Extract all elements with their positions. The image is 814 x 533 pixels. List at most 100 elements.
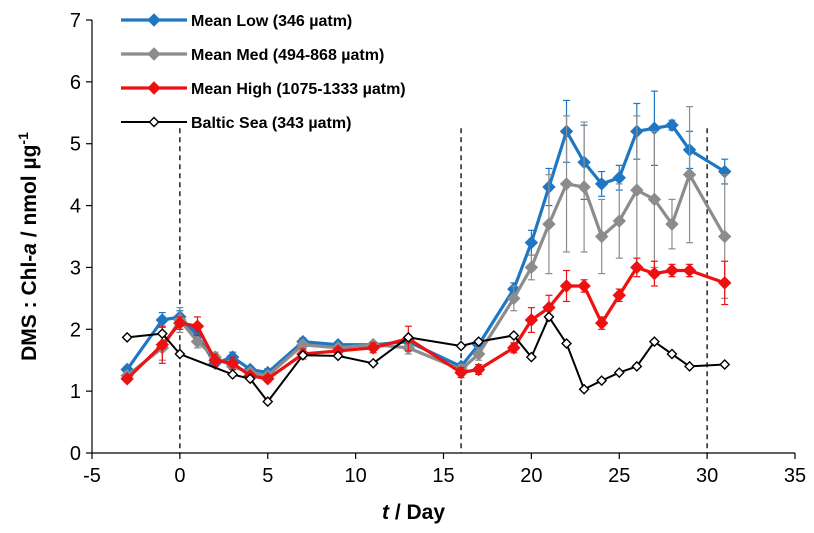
y-tick-label: 5	[70, 134, 81, 156]
series-2	[120, 257, 732, 386]
data-point	[524, 313, 539, 327]
y-axis-title: DMS : Chl-a / nmol µg-1	[15, 132, 41, 361]
data-point	[630, 183, 644, 197]
data-point	[507, 291, 521, 306]
data-point	[454, 365, 468, 380]
data-point	[577, 279, 591, 293]
data-point	[594, 316, 609, 330]
data-point	[190, 319, 205, 333]
x-axis-title: t / Day	[382, 501, 445, 524]
legend: Mean Low (346 µatm) Mean Med (494-868 µat…	[121, 13, 406, 132]
y-tick-label: 6	[70, 72, 81, 94]
x-tick-label: 10	[345, 465, 367, 487]
data-point	[367, 357, 379, 369]
data-point	[155, 338, 170, 352]
y-axis-unit: / nmol µg	[18, 145, 41, 243]
x-axis-var: t	[382, 501, 390, 524]
data-point	[244, 373, 256, 385]
x-tick-label: 30	[696, 465, 718, 487]
data-point	[647, 192, 662, 207]
data-point	[559, 279, 574, 293]
x-tick-label: 35	[784, 465, 806, 487]
data-point	[261, 372, 275, 386]
data-point	[173, 316, 187, 330]
data-point	[174, 348, 186, 360]
y-tick-label: 2	[70, 319, 81, 341]
x-tick-label: 0	[174, 465, 185, 487]
legend-marker	[147, 47, 161, 61]
data-point	[543, 311, 555, 323]
data-point	[682, 167, 697, 182]
data-point	[262, 396, 274, 408]
data-point	[577, 180, 591, 194]
series-0	[120, 90, 732, 380]
y-tick-label: 4	[70, 196, 81, 218]
legend-item-2: Mean High (1075-1333 µatm)	[121, 81, 406, 98]
data-point	[684, 360, 696, 372]
data-point	[332, 350, 344, 362]
x-tick-label: 25	[608, 465, 630, 487]
y-axis-var: a	[18, 243, 41, 255]
data-point	[665, 263, 679, 278]
series-3	[121, 311, 731, 408]
data-point	[473, 336, 485, 348]
data-point	[561, 338, 573, 350]
legend-label: Mean Low (346 µatm)	[191, 13, 352, 30]
y-ticks: 0 1 2 3 4 5 6 7	[70, 10, 92, 465]
data-point	[682, 263, 697, 278]
data-point	[471, 362, 486, 377]
x-tick-label: 15	[432, 465, 454, 487]
data-point	[647, 266, 662, 281]
data-point	[471, 347, 486, 361]
x-tick-label: -5	[83, 465, 101, 487]
legend-marker	[147, 81, 161, 95]
y-tick-label: 3	[70, 257, 81, 279]
data-point	[507, 341, 521, 355]
x-ticks: -5 0 5 10 15 20 25 30 35	[83, 453, 806, 487]
data-point	[613, 367, 625, 379]
data-point	[366, 341, 380, 355]
data-point	[719, 359, 731, 371]
y-tick-label: 7	[70, 10, 81, 32]
legend-item-3: Baltic Sea (343 µatm)	[121, 115, 351, 132]
data-point	[508, 329, 520, 341]
x-axis-unit: / Day	[389, 501, 445, 524]
data-point	[665, 118, 679, 132]
legend-marker	[148, 116, 160, 128]
data-point	[121, 331, 133, 343]
data-point	[665, 217, 679, 231]
data-point	[559, 177, 574, 191]
data-point	[524, 235, 539, 250]
data-point	[717, 276, 732, 290]
x-tick-label: 5	[262, 465, 273, 487]
data-point	[227, 368, 239, 380]
series-layer	[120, 90, 732, 408]
data-point	[525, 351, 537, 363]
data-point	[156, 328, 168, 340]
data-point	[120, 372, 134, 386]
data-point	[455, 340, 467, 352]
y-tick-label: 0	[70, 443, 81, 465]
data-point	[297, 349, 309, 361]
data-point	[631, 360, 643, 372]
data-point	[524, 260, 539, 275]
data-point	[208, 353, 222, 367]
data-point	[630, 260, 644, 275]
data-point	[612, 171, 626, 185]
series-line	[125, 123, 726, 375]
data-point	[612, 288, 626, 302]
y-axis-sup: -1	[15, 132, 31, 145]
y-axis-main: DMS : Chl-	[18, 255, 41, 361]
data-point	[648, 336, 660, 348]
data-point	[594, 229, 609, 244]
legend-item-1: Mean Med (494-868 µatm)	[121, 47, 384, 64]
data-point	[717, 229, 732, 244]
x-tick-label: 20	[520, 465, 542, 487]
data-point	[578, 383, 590, 395]
legend-marker	[147, 13, 161, 27]
data-point	[594, 177, 609, 191]
series-line	[126, 173, 727, 378]
data-point	[190, 334, 205, 349]
data-point	[666, 348, 678, 360]
